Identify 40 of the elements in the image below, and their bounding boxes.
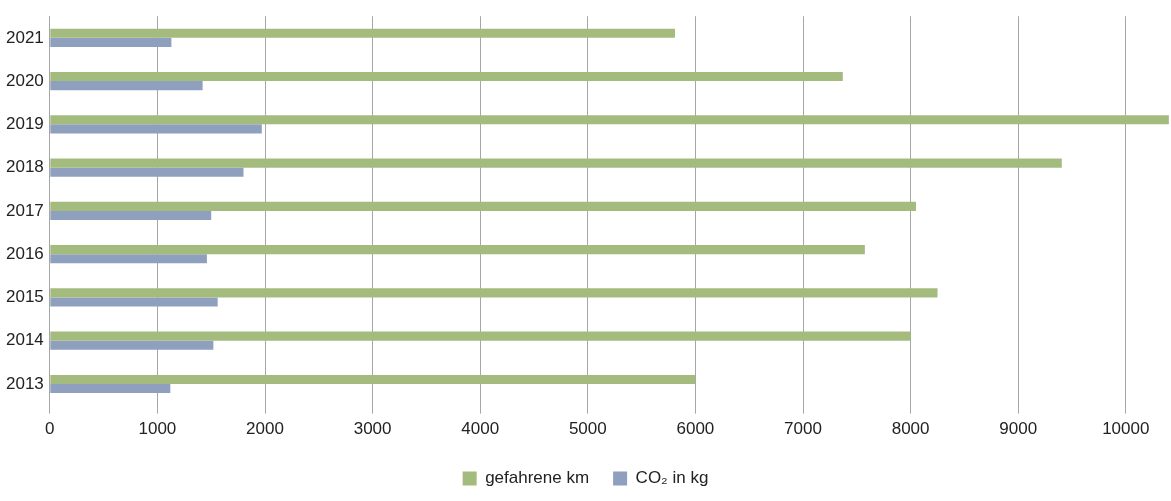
y-tick-label: 2016 — [5, 243, 44, 263]
bar — [50, 297, 218, 307]
bar — [50, 158, 1062, 168]
bar — [50, 28, 675, 38]
x-tick-label: 4000 — [461, 419, 500, 439]
bar — [50, 383, 171, 394]
bar — [50, 72, 843, 82]
x-tick-label: 9000 — [999, 419, 1038, 439]
y-tick-label: 2019 — [5, 114, 44, 134]
x-tick-label: 8000 — [891, 419, 930, 439]
bar — [50, 124, 262, 134]
x-tick-label: 10000 — [1102, 419, 1150, 439]
x-tick-label: 7000 — [784, 419, 822, 439]
x-tick-label: 3000 — [353, 419, 392, 439]
y-tick-label: 2017 — [5, 200, 44, 220]
bar — [50, 210, 212, 220]
bar — [50, 288, 938, 298]
x-tick-label: 1000 — [138, 419, 177, 439]
bar — [50, 245, 865, 255]
bar — [50, 81, 203, 91]
y-tick-label: 2020 — [5, 70, 44, 90]
x-tick-label: 6000 — [676, 419, 715, 439]
bar — [50, 115, 1169, 125]
bar — [50, 37, 172, 47]
bar — [50, 254, 207, 264]
y-tick-label: 2014 — [5, 330, 44, 350]
bar — [50, 331, 911, 341]
x-tick-label: 2000 — [246, 419, 284, 439]
x-tick-label: 5000 — [568, 419, 607, 439]
y-tick-label: 2021 — [5, 27, 44, 47]
y-tick-label: 2015 — [5, 287, 44, 307]
x-tick-label: 0 — [45, 419, 55, 439]
bar — [50, 374, 696, 384]
bar — [50, 340, 214, 350]
y-tick-label: 2018 — [5, 157, 44, 177]
legend-label: CO₂ in kg — [635, 468, 709, 488]
legend-label: gefahrene km — [485, 468, 590, 488]
y-tick-label: 2013 — [5, 373, 44, 393]
bar — [50, 167, 244, 177]
bar — [50, 201, 916, 211]
